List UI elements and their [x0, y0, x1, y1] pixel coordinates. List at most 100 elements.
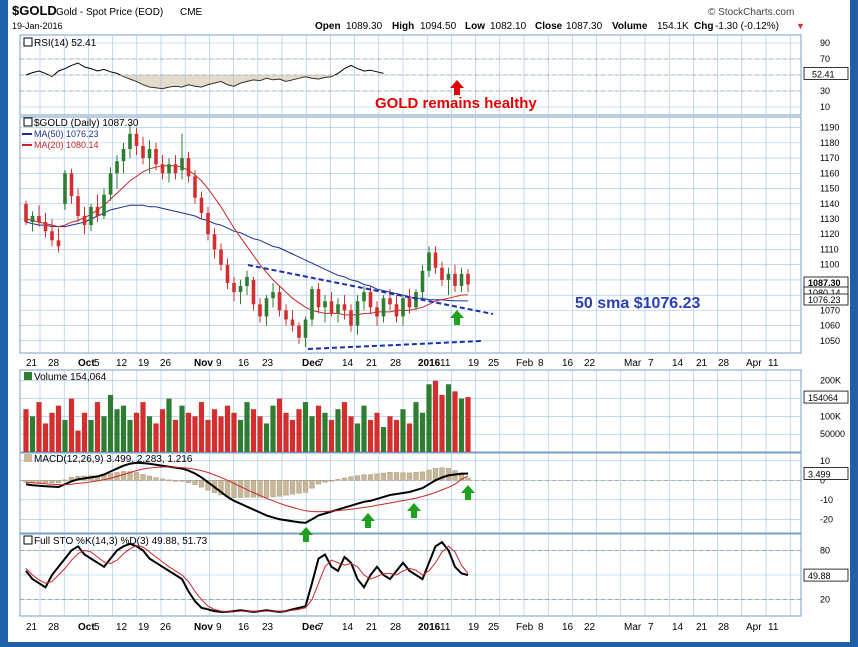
candle-body-53: [368, 292, 373, 308]
candle-1: [30, 211, 35, 232]
macd-hist-bar-33: [237, 480, 244, 498]
x-label-0-16: 2016: [418, 358, 441, 369]
candle-31: [225, 258, 230, 290]
rsi-shade: [26, 75, 384, 89]
volume-ytick-2: 100K: [820, 411, 841, 421]
x-label-0-27: 21: [696, 358, 708, 369]
candle-41: [290, 310, 295, 332]
volume-bar-40: [283, 412, 289, 452]
volume-label: Volume: [612, 21, 648, 32]
candle-body-3: [43, 222, 48, 232]
candle-47: [329, 292, 334, 317]
macd-last-box: [803, 467, 849, 480]
x-label-1-12: 7: [318, 622, 324, 633]
candle-5: [56, 228, 61, 253]
ma50-line: [25, 204, 468, 302]
macd-ytick-1: 0: [820, 475, 825, 485]
open-value: 1089.30: [346, 21, 383, 32]
macd-hist-bar-53: [367, 474, 374, 481]
macd-hist-bar-22: [166, 479, 172, 482]
volume-bar-0: [23, 409, 29, 452]
candle-42: [297, 322, 301, 344]
instrument-name: Gold - Spot Price (EOD): [56, 7, 163, 18]
x-label-1-1: 28: [48, 622, 60, 633]
symbol: $GOLD: [12, 3, 57, 18]
x-label-0-17: 11: [440, 358, 451, 369]
rsi-legend: RSI(14) 52.41: [23, 37, 97, 49]
x-label-0-8: 9: [216, 358, 222, 369]
x-label-1-11: Dec: [302, 622, 321, 633]
macd-hist-bar-58: [400, 472, 406, 481]
candle-body-64: [440, 267, 444, 280]
candle-body-33: [238, 286, 243, 293]
green-up-arrow-macd-2: [361, 513, 375, 528]
volume-bar-5: [55, 405, 62, 452]
candle-body-60: [414, 292, 418, 308]
price-ytick-12: 1070: [820, 305, 840, 315]
macd-hist-bar-25: [185, 480, 192, 483]
candle-body-66: [453, 273, 457, 287]
price-right-label-2: 1076.23: [808, 295, 841, 305]
volume-bar-32: [231, 412, 237, 452]
candle-7: [69, 168, 74, 204]
price-right-label-0: 1087.30: [808, 278, 841, 288]
price-legend: $GOLD (Daily) 1087.30 MA(50) 1076.23 MA(…: [22, 117, 139, 150]
x-label-0-21: 8: [538, 358, 544, 369]
x-label-1-26: 14: [672, 622, 684, 633]
macd-hist-bar-41: [289, 480, 296, 495]
candle-body-39: [277, 292, 282, 311]
candle-45: [316, 282, 321, 314]
macd-hist-bar-24: [179, 480, 185, 482]
price-ytick-1: 1180: [820, 138, 839, 148]
volume-bar-15: [120, 405, 127, 452]
volume-bar-13: [107, 394, 114, 452]
macd-hist-bar-13: [107, 473, 114, 481]
macd-last-label: 3.499: [808, 469, 831, 479]
volume-bar-20: [153, 423, 159, 452]
exchange: CME: [180, 7, 203, 18]
candle-13: [108, 167, 113, 201]
x-label-0-28: 28: [718, 358, 730, 369]
price-right-label-1: 1080.14: [808, 288, 841, 298]
candle-body-51: [355, 301, 360, 326]
green-up-arrow-macd-3: [407, 503, 421, 518]
candle-51: [355, 295, 360, 335]
candle-6: [63, 170, 67, 210]
green-up-arrow-price: [450, 310, 464, 325]
macd-hist-bar-20: [153, 477, 159, 481]
candle-body-54: [375, 307, 379, 317]
chart-date: 19-Jan-2016: [12, 21, 63, 31]
candle-body-20: [154, 148, 158, 165]
macd-hist-bar-36: [257, 480, 263, 498]
macd-hist-bar-50: [348, 476, 354, 481]
sto-ytick-0: 80: [820, 545, 830, 555]
macd-hist-bar-2: [36, 480, 42, 484]
macd-hist-bar-43: [302, 480, 309, 493]
gold-healthy-annotation: GOLD remains healthy: [375, 95, 537, 112]
volume-bar-38: [270, 405, 276, 452]
volume-bar-19: [146, 416, 153, 452]
x-label-0-25: 7: [648, 358, 654, 369]
candle-4: [50, 219, 54, 247]
chg-value: -1.30 (-0.12%): [715, 21, 779, 32]
macd-hist-bar-18: [140, 474, 146, 481]
candle-66: [453, 264, 457, 293]
lower-trendline: [307, 340, 483, 350]
price-right-box-2: [803, 293, 849, 306]
volume-bar-23: [172, 419, 179, 452]
candle-body-2: [37, 215, 41, 223]
x-label-1-2: Oct: [78, 622, 95, 633]
candle-43: [303, 316, 308, 347]
candle-body-4: [50, 231, 54, 241]
x-label-1-29: Apr: [746, 622, 762, 633]
macd-hist-bar-49: [341, 477, 348, 481]
candle-67: [459, 267, 464, 293]
candle-body-31: [225, 264, 230, 283]
volume-ytick-3: 50000: [820, 429, 845, 439]
x-label-1-13: 14: [342, 622, 354, 633]
macd-hist-bar-46: [322, 480, 328, 483]
macd-hist-bar-38: [270, 480, 276, 498]
candle-11: [95, 194, 100, 223]
candle-body-63: [433, 252, 438, 268]
x-label-0-11: Dec: [302, 358, 321, 369]
